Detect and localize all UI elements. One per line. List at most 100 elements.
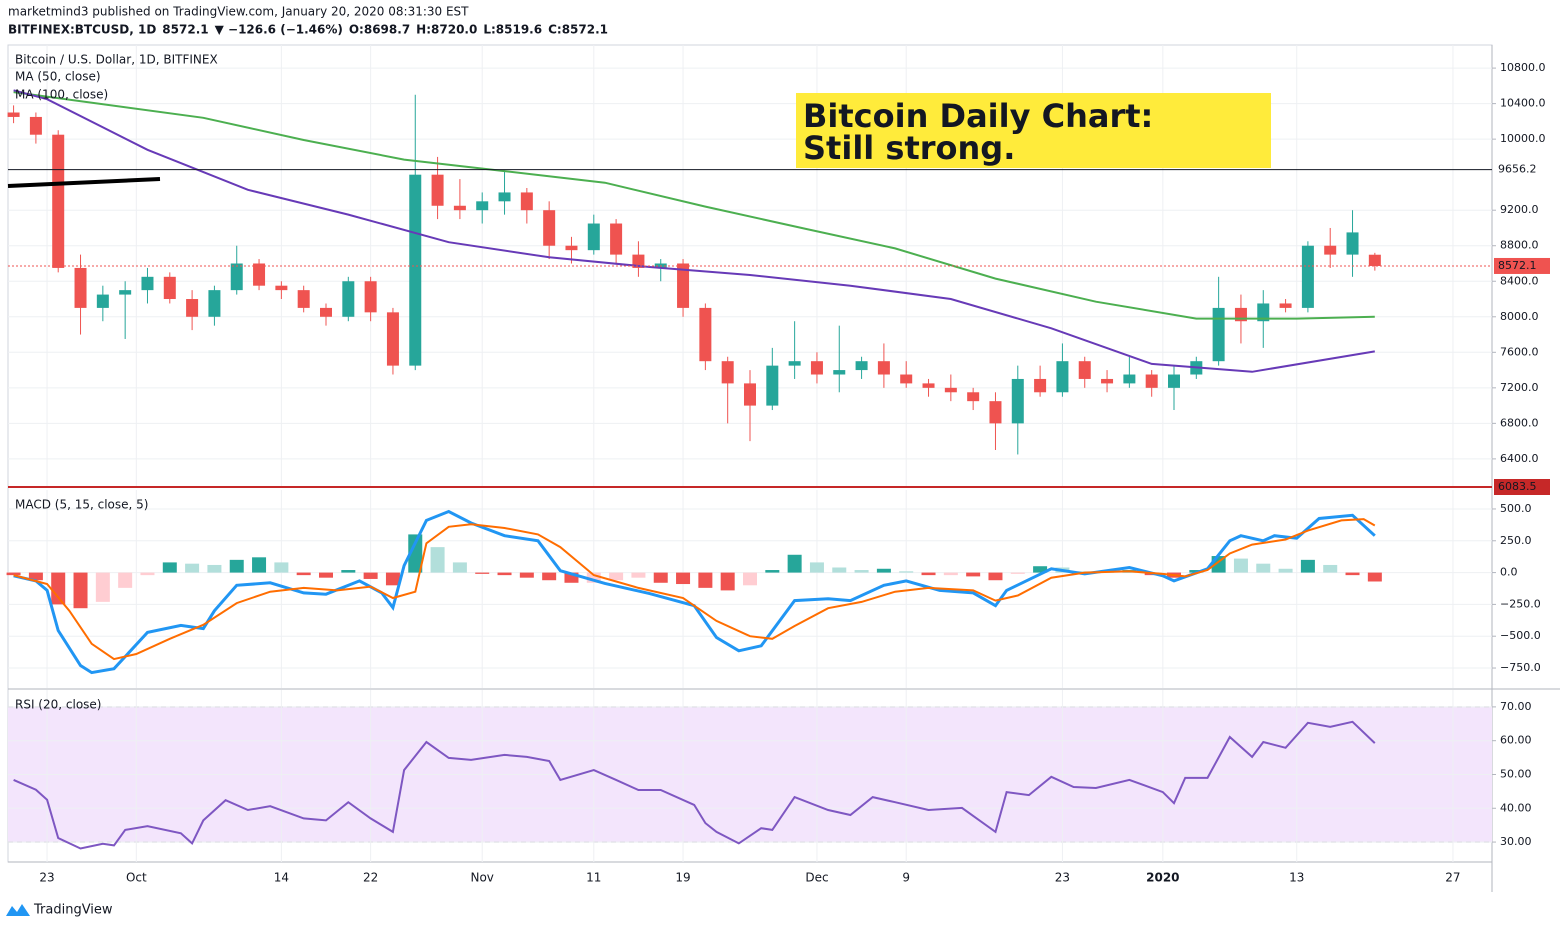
macd-line — [13, 518, 1376, 661]
candle-body — [1123, 374, 1136, 384]
y-tick-label: 10800.0 — [1500, 61, 1546, 74]
candle-body — [453, 205, 466, 211]
histogram-bar — [341, 570, 356, 573]
y-tick-label: 8800.0 — [1500, 239, 1539, 252]
candle-body — [253, 263, 266, 286]
histogram-bar — [1278, 568, 1293, 573]
x-tick-label: Oct — [126, 871, 147, 885]
candle-body — [632, 254, 645, 268]
candle-body — [297, 290, 310, 308]
macd-line — [13, 509, 1376, 675]
histogram-bar — [966, 572, 981, 577]
candle-body — [1034, 378, 1047, 393]
x-tick-label: Dec — [805, 871, 828, 885]
annotation-text: Still strong. — [803, 129, 1015, 167]
candle-body — [1078, 361, 1091, 379]
candle-body — [163, 276, 176, 300]
y-tick-label: −750.0 — [1500, 661, 1541, 674]
histogram-bar — [252, 557, 267, 573]
y-tick-label: 8000.0 — [1500, 310, 1539, 323]
price-marker-label: 8572.1 — [1498, 259, 1537, 272]
candle-body — [677, 263, 690, 308]
candle-body — [922, 383, 935, 388]
y-tick-label: 10400.0 — [1500, 97, 1546, 110]
histogram-bar — [162, 562, 177, 573]
x-tick-label: 9 — [902, 871, 910, 885]
histogram-bar — [653, 572, 668, 583]
y-tick-label: −250.0 — [1500, 597, 1541, 610]
histogram-bar — [185, 563, 200, 573]
candle-body — [766, 365, 779, 406]
candle-body — [1145, 374, 1158, 388]
candle-body — [900, 374, 913, 384]
histogram-bar — [274, 562, 289, 573]
x-tick-label: Nov — [470, 871, 493, 885]
histogram-bar — [1010, 572, 1025, 574]
y-tick-label: 40.00 — [1500, 801, 1532, 814]
histogram-bar — [1233, 558, 1248, 573]
histogram-bar — [207, 564, 222, 573]
quote-item: 8572.1 — [562, 23, 608, 37]
histogram-bar — [385, 572, 400, 586]
histogram-bar — [118, 572, 133, 588]
quote-line: BITFINEX:BTCUSD, 1D 8572.1 ▼ −126.6 (−1.46… — [8, 23, 608, 37]
histogram-bar — [921, 572, 936, 576]
price-marker-label: 6083.5 — [1498, 480, 1537, 493]
y-tick-label: 9200.0 — [1500, 203, 1539, 216]
y-tick-label: 50.00 — [1500, 767, 1532, 780]
x-tick-label: 2020 — [1146, 871, 1179, 885]
histogram-bar — [743, 572, 757, 586]
histogram-bar — [631, 572, 646, 578]
candle-body — [1257, 303, 1270, 322]
quote-item: 8698.7 — [364, 23, 410, 37]
candle-body — [119, 290, 132, 295]
candle-body — [320, 307, 332, 317]
histogram-bar — [787, 554, 802, 573]
candle-body — [208, 290, 221, 317]
histogram-bar — [1345, 572, 1360, 576]
candle-body — [342, 281, 355, 317]
histogram-bar — [73, 572, 88, 609]
candle-body — [587, 223, 600, 251]
quote-item: 8519.6 — [496, 23, 542, 37]
histogram-bar — [809, 562, 824, 573]
candle-body — [989, 401, 1002, 424]
histogram-bar — [586, 572, 601, 583]
histogram-bar — [564, 572, 579, 583]
quote-item: C: — [548, 23, 562, 37]
pane-title: Bitcoin / U.S. Dollar, 1D, BITFINEX — [15, 53, 218, 67]
candle-body — [74, 267, 87, 308]
histogram-bar — [497, 572, 512, 576]
histogram-bar — [1033, 566, 1048, 573]
quote-item: H: — [416, 23, 431, 37]
candle-body — [476, 201, 489, 211]
x-tick-label: 27 — [1445, 871, 1460, 885]
histogram-bar — [542, 572, 557, 581]
histogram-bar — [698, 572, 713, 588]
candle-body — [610, 223, 623, 255]
candle-body — [96, 294, 109, 308]
quote-item: 8572.1 — [162, 23, 208, 37]
candle-body — [699, 307, 712, 362]
histogram-bar — [430, 547, 445, 573]
y-tick-label: 6800.0 — [1500, 416, 1539, 429]
quote-item: 8720.0 — [431, 23, 477, 37]
histogram-bar — [452, 562, 467, 573]
annotation-text: Bitcoin Daily Chart: — [803, 97, 1153, 135]
histogram-bar — [899, 571, 914, 573]
candle-body — [565, 245, 578, 251]
histogram-bar — [363, 572, 378, 579]
y-tick-label: 6400.0 — [1500, 452, 1539, 465]
candle-body — [29, 116, 42, 135]
candle-body — [788, 361, 801, 366]
x-tick-label: 14 — [274, 871, 289, 885]
candle-body — [52, 134, 65, 268]
trend-line — [7, 177, 161, 188]
x-tick-label: 22 — [363, 871, 378, 885]
histogram-bar — [676, 572, 691, 585]
histogram-bar — [475, 572, 490, 574]
candle-body — [810, 361, 823, 375]
price-marker-label: 9656.2 — [1498, 163, 1537, 176]
histogram-bar — [1367, 572, 1382, 582]
x-tick-label: 19 — [675, 871, 690, 885]
